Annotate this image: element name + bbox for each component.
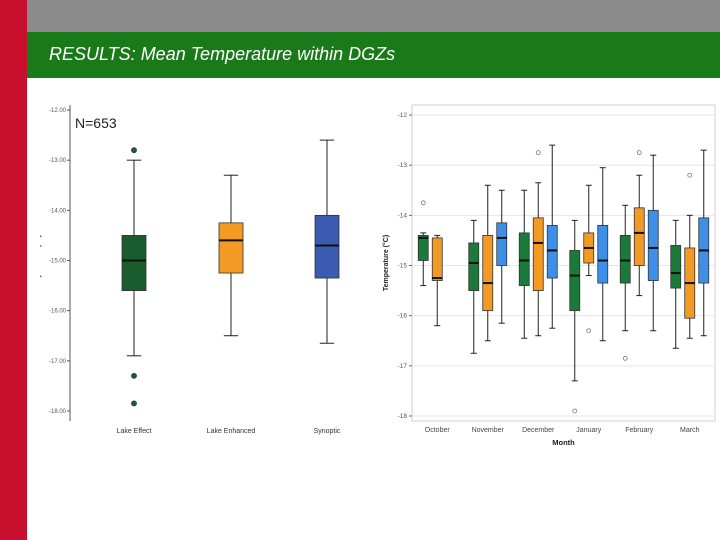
x-tick-label: January xyxy=(576,427,601,434)
y-tick-label: -15 xyxy=(398,263,408,270)
month-5-series-0-box xyxy=(670,245,682,289)
y-tick-label: -16.00 xyxy=(49,309,67,315)
y-tick-label: -18.00 xyxy=(49,409,67,415)
month-1-series-2-box xyxy=(496,222,508,266)
x-tick-label: February xyxy=(625,427,654,434)
box-2-box xyxy=(314,214,340,279)
outlier-point xyxy=(572,408,578,414)
outlier-point xyxy=(636,150,642,156)
y-tick-label: -16 xyxy=(398,313,408,320)
y-tick-label: -15.00 xyxy=(49,258,67,264)
y-axis-title: Temperature (°C) xyxy=(40,235,42,291)
month-3-series-0-box xyxy=(569,250,581,312)
box-1-box xyxy=(218,222,244,274)
y-tick-label: -18 xyxy=(398,413,408,420)
slide-title: RESULTS: Mean Temperature within DGZs xyxy=(49,44,396,64)
outlier-point xyxy=(131,372,137,379)
y-tick-label: -12.00 xyxy=(49,108,67,114)
outlier-point xyxy=(586,328,592,334)
y-axis-title: Temperature (°C) xyxy=(382,235,390,291)
sample-size-label: N=653 xyxy=(75,115,117,131)
y-tick-label: -13.00 xyxy=(49,158,67,164)
x-tick-label: Lake Effect xyxy=(117,428,152,435)
month-3-series-2-box xyxy=(597,224,609,284)
month-1-series-1-box xyxy=(482,235,494,312)
x-tick-label: Synoptic xyxy=(314,428,341,435)
y-tick-label: -14.00 xyxy=(49,208,67,214)
outlier-point xyxy=(535,150,541,156)
month-1-series-0-box xyxy=(468,242,480,291)
title-band: RESULTS: Mean Temperature within DGZs xyxy=(27,32,720,78)
accent-bar-left xyxy=(0,0,27,540)
x-tick-label: March xyxy=(680,427,700,434)
outlier-point xyxy=(131,400,137,407)
month-4-series-1-box xyxy=(633,207,645,266)
month-0-series-1-box xyxy=(431,237,443,281)
outlier-point xyxy=(420,200,426,206)
y-tick-label: -14 xyxy=(398,212,408,219)
outlier-point xyxy=(131,147,137,154)
x-tick-label: Lake Enhanced xyxy=(207,428,256,435)
month-4-series-0-box xyxy=(619,235,631,284)
y-tick-label: -13 xyxy=(398,162,408,169)
month-2-series-1-box xyxy=(532,217,544,291)
month-4-series-2-box xyxy=(647,209,659,281)
y-tick-label: -17.00 xyxy=(49,359,67,365)
outlier-point xyxy=(622,355,628,361)
overall-boxplot-chart: -12.00 -13.00 -14.00 -15.00 -16.00 -17.00 -18.… xyxy=(40,105,378,435)
plot-area xyxy=(411,104,716,422)
month-2-series-0-box xyxy=(518,232,530,286)
outlier-point xyxy=(687,172,693,178)
month-0-series-0-box xyxy=(417,235,429,261)
month-2-series-2-box xyxy=(546,224,558,279)
box-0-box xyxy=(121,235,147,291)
x-tick-label: October xyxy=(425,427,451,434)
x-tick-label: December xyxy=(522,427,555,434)
y-tick-label: -12 xyxy=(398,112,408,119)
monthly-boxplot-chart: -12 -13 -14 -15 -16 -17 -18 Temperature (°C) Oct… xyxy=(382,104,716,447)
header-gray-band xyxy=(27,0,720,32)
y-tick-label: -17 xyxy=(398,363,408,370)
x-axis-title: Month xyxy=(552,438,575,447)
x-tick-label: November xyxy=(472,427,505,434)
